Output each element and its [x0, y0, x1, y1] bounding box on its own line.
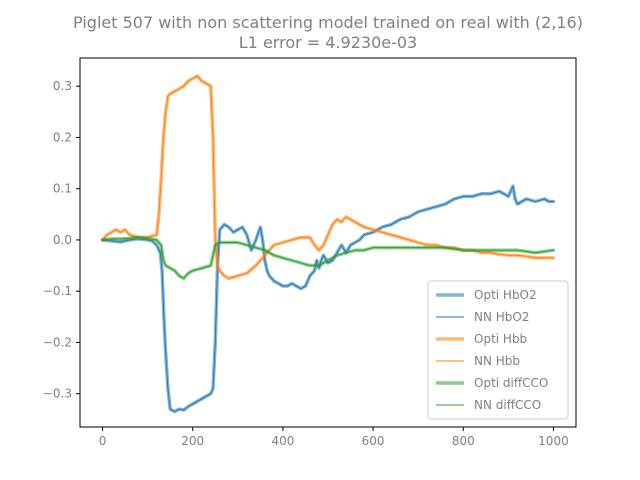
legend-label: Opti diffCCO	[474, 376, 548, 390]
x-tick-label: 800	[452, 434, 475, 448]
plot-frame	[79, 57, 577, 428]
legend-label: Opti Hbb	[474, 332, 527, 346]
ticks-layer: 0 200 400 600 800 1000 −0.3 −0.2 −0.1 0.0 0.1 0.2 0.…	[43, 79, 569, 448]
x-tick-label: 600	[362, 434, 385, 448]
legend: Opti HbO2 NN HbO2 Opti Hbb NN Hbb Opti diffC…	[427, 280, 569, 420]
y-tick-label: 0.0	[53, 233, 72, 247]
series-line-4	[100, 235, 556, 281]
chart-subtitle: L1 error = 4.9230e-03	[239, 33, 417, 52]
x-tick-label: 1000	[538, 434, 569, 448]
chart-title: Piglet 507 with non scattering model tra…	[73, 13, 583, 32]
x-tick-label: 400	[271, 434, 294, 448]
x-tick-label: 0	[99, 434, 107, 448]
legend-label: NN Hbb	[474, 354, 520, 368]
series-line-5	[102, 236, 554, 279]
series-layer	[100, 74, 556, 414]
series-line-2	[100, 74, 556, 281]
series-line-3	[102, 75, 554, 279]
series-line-1	[102, 185, 554, 413]
y-tick-label: −0.2	[43, 335, 72, 349]
y-tick-label: −0.3	[43, 387, 72, 401]
y-tick-label: 0.2	[53, 130, 72, 144]
legend-label: Opti HbO2	[474, 288, 537, 302]
y-tick-label: 0.1	[53, 182, 72, 196]
legend-label: NN diffCCO	[474, 398, 541, 412]
y-tick-label: 0.3	[53, 79, 72, 93]
legend-label: NN HbO2	[474, 310, 530, 324]
y-tick-label: −0.1	[43, 284, 72, 298]
x-tick-label: 200	[181, 434, 204, 448]
